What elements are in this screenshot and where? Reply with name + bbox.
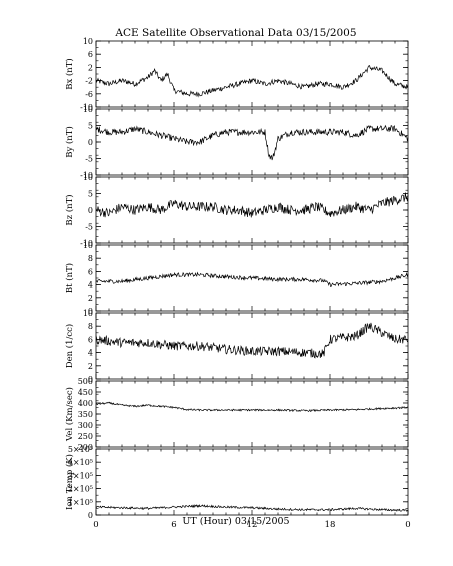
panel-frame xyxy=(95,312,409,380)
data-series-line xyxy=(95,192,409,218)
y-axis-label: Den (1/cc) xyxy=(64,324,75,368)
y-tick-label: 8 xyxy=(88,254,93,263)
y-tick-label: 10 xyxy=(83,241,93,250)
panel-frame xyxy=(95,448,409,516)
y-tick-label: 400 xyxy=(78,399,93,408)
y-tick-label: 10 xyxy=(83,309,93,318)
y-axis-label: Bt (nT) xyxy=(64,263,75,293)
y-axis-label: Ion Temp (K) xyxy=(64,454,75,510)
y-tick-label: 10 xyxy=(83,37,93,46)
y-tick-label: 0 xyxy=(88,206,93,215)
y-tick-label: 10 xyxy=(83,105,93,114)
x-tick-label: 0 xyxy=(405,520,410,530)
y-axis-label: Bz (nT) xyxy=(64,194,75,225)
y-tick-label: 350 xyxy=(78,410,93,419)
data-series-line xyxy=(95,504,409,512)
y-tick-label: 2×10⁵ xyxy=(68,485,93,494)
y-tick-label: 10 xyxy=(83,173,93,182)
data-series-line xyxy=(95,322,409,359)
panel-frame xyxy=(95,40,409,108)
y-tick-label: 6 xyxy=(88,50,93,59)
x-axis-label: UT (Hour) 03/15/2005 xyxy=(182,516,289,527)
x-tick-label: 0 xyxy=(93,520,98,530)
y-tick-label: 6 xyxy=(88,267,93,276)
y-tick-label: 8 xyxy=(88,322,93,331)
data-series-line xyxy=(95,271,409,287)
y-tick-label: 0 xyxy=(88,511,93,520)
panel-frame xyxy=(95,380,409,448)
y-tick-label: 4 xyxy=(88,349,93,358)
y-tick-label: 2 xyxy=(88,362,93,371)
y-tick-label: 450 xyxy=(78,388,93,397)
y-tick-label: -6 xyxy=(85,90,93,99)
y-axis-label: Bx (nT) xyxy=(64,58,75,90)
data-series-line xyxy=(95,65,409,98)
panel-frame xyxy=(95,108,409,176)
x-tick-label: 12 xyxy=(247,520,258,530)
y-tick-label: 0 xyxy=(88,307,93,316)
y-axis-label: Vel (Km/sec) xyxy=(64,387,75,442)
y-tick-label: 300 xyxy=(78,421,93,430)
y-tick-label: -10 xyxy=(80,239,93,248)
x-tick-label: 6 xyxy=(171,520,176,530)
y-tick-label: -5 xyxy=(85,223,93,232)
y-tick-label: 2 xyxy=(88,294,93,303)
y-tick-label: 5 xyxy=(88,190,93,199)
y-tick-label: -10 xyxy=(80,103,93,112)
y-tick-label: 5×10⁵ xyxy=(68,445,93,454)
x-tick-label: 18 xyxy=(325,520,336,530)
y-tick-label: 3×10⁵ xyxy=(68,471,93,480)
y-tick-label: 5 xyxy=(88,122,93,131)
y-tick-label: 2 xyxy=(88,63,93,72)
y-tick-label: 6 xyxy=(88,335,93,344)
data-series-line xyxy=(95,401,409,413)
y-tick-label: 1×10⁵ xyxy=(68,498,93,507)
y-tick-label: 250 xyxy=(78,432,93,441)
y-tick-label: 4×10⁵ xyxy=(68,458,93,467)
y-tick-label: 200 xyxy=(78,443,93,452)
y-tick-label: 0 xyxy=(88,375,93,384)
figure-title: ACE Satellite Observational Data 03/15/2… xyxy=(114,27,356,39)
y-axis-label: By (nT) xyxy=(64,126,75,158)
y-tick-label: 4 xyxy=(88,281,93,290)
data-series-line xyxy=(95,124,409,161)
y-tick-label: -2 xyxy=(85,77,93,86)
y-tick-label: -5 xyxy=(85,155,93,164)
y-tick-label: 500 xyxy=(78,377,93,386)
y-tick-label: 0 xyxy=(88,138,93,147)
y-tick-label: -10 xyxy=(80,171,93,180)
panels-group: 10 6 2 -2 -6 -10 Bx (nT) 10 5 0 -5 -10 By (nT) 10 5 0 -5… xyxy=(64,37,411,530)
